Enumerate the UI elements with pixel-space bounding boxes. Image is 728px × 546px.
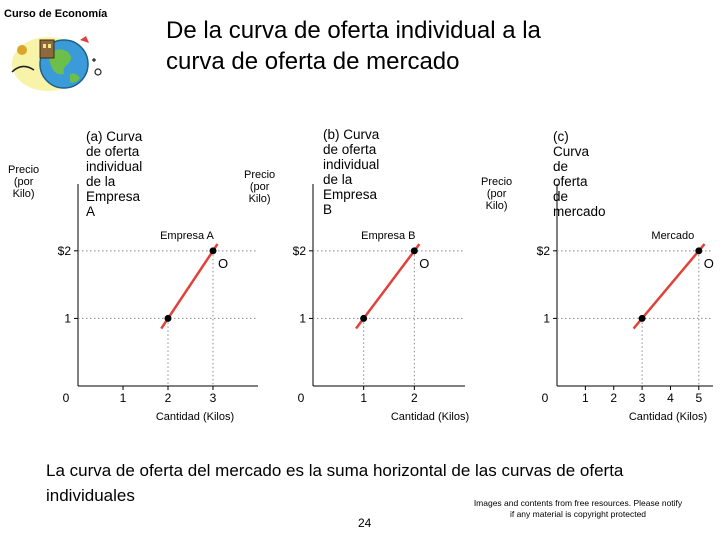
y-tick-label: 1 [64, 311, 71, 325]
data-point [410, 247, 418, 255]
x-axis-label: Cantidad (Kilos) [629, 411, 707, 423]
globe-clipart-icon [11, 36, 102, 91]
y-tick-label: 1 [543, 311, 550, 325]
x-axis-label: Cantidad (Kilos) [156, 411, 234, 423]
x-tick-label: 2 [165, 391, 172, 405]
y-axis-label: Precio (por Kilo) [8, 164, 40, 200]
chart-b-svg: 1 $2 0 1 2 Cantidad (Kilos) Empresa B O [293, 184, 469, 423]
x-tick-label: 3 [639, 391, 646, 405]
series-label: Empresa B [361, 230, 415, 242]
chart-title: (a) Curva de oferta individual de la Emp… [86, 129, 143, 219]
data-point [360, 314, 368, 322]
page-title: De la curva de oferta individual a la cu… [166, 15, 541, 77]
y-axis-label: Precio (por Kilo) [244, 169, 276, 205]
copyright-note: Images and contents from free resources.… [473, 498, 683, 519]
y-tick-label: $2 [58, 244, 72, 258]
x-tick-label: 1 [360, 391, 367, 405]
y-tick-label: $2 [537, 244, 551, 258]
x-tick-label: 4 [667, 391, 674, 405]
x-tick-label: 3 [210, 391, 217, 405]
chart-title: (c) Curva de oferta de mercado [553, 129, 606, 219]
y-tick-label: $2 [293, 244, 307, 258]
x-tick-label: 0 [542, 391, 549, 405]
supply-line [355, 243, 421, 330]
summary-text: La curva de oferta del mercado es la sum… [46, 461, 624, 505]
curve-label: O [419, 256, 429, 271]
y-axis-label: Precio (por Kilo) [481, 176, 513, 212]
x-tick-label: 2 [411, 391, 418, 405]
series-label: Mercado [651, 230, 694, 242]
x-tick-label: 5 [695, 391, 702, 405]
chart-c-svg: 1 $2 0 1 2 3 4 5 Cantidad (Kilos) Mercado O [537, 184, 714, 423]
curve-label: O [218, 256, 228, 271]
title-line-1: De la curva de oferta individual a la [166, 17, 541, 44]
curve-label: O [704, 256, 714, 271]
page-number: 24 [358, 516, 372, 530]
data-point [638, 314, 646, 322]
supply-line [160, 243, 219, 330]
x-tick-label: 1 [120, 391, 127, 405]
series-label: Empresa A [160, 230, 214, 242]
chart-a-svg: 1 $2 0 1 2 3 Cantidad (Kilos) Empresa A O [58, 184, 258, 423]
data-point [695, 247, 703, 255]
x-tick-label: 0 [63, 391, 70, 405]
chart-title: (b) Curva de oferta individual de la Emp… [323, 127, 380, 217]
course-label: Curso de Economía [4, 8, 108, 20]
x-axis-label: Cantidad (Kilos) [391, 411, 469, 423]
y-tick-label: 1 [299, 311, 306, 325]
supply-line [632, 243, 706, 330]
x-tick-label: 2 [610, 391, 617, 405]
x-tick-label: 1 [582, 391, 589, 405]
x-tick-label: 0 [298, 391, 305, 405]
title-line-2: curva de oferta de mercado [166, 48, 460, 75]
data-point [164, 314, 172, 322]
data-point [209, 247, 217, 255]
